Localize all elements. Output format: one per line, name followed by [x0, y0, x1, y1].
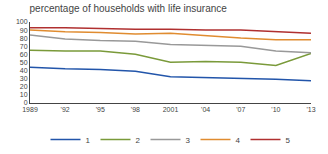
svg-text:100: 100 [16, 18, 28, 25]
svg-text:3: 3 [186, 136, 191, 145]
svg-text:30: 30 [20, 75, 28, 82]
svg-text:2: 2 [136, 136, 141, 145]
svg-text:1989: 1989 [22, 106, 38, 113]
svg-text:'07: '07 [236, 106, 245, 113]
svg-text:1: 1 [86, 136, 91, 145]
svg-text:50: 50 [20, 59, 28, 66]
svg-text:20: 20 [20, 83, 28, 90]
svg-text:4: 4 [236, 136, 241, 145]
svg-text:percentage of households with: percentage of households with life insur… [30, 3, 228, 14]
svg-text:'10: '10 [271, 106, 280, 113]
svg-text:'95: '95 [96, 106, 105, 113]
svg-text:2001: 2001 [163, 106, 179, 113]
svg-text:60: 60 [20, 51, 28, 58]
svg-text:'92: '92 [61, 106, 70, 113]
svg-text:90: 90 [20, 27, 28, 34]
svg-text:5: 5 [286, 136, 291, 145]
svg-text:'13: '13 [306, 106, 315, 113]
svg-text:40: 40 [20, 67, 28, 74]
svg-text:10: 10 [20, 91, 28, 98]
svg-text:0: 0 [24, 99, 28, 106]
svg-text:'04: '04 [201, 106, 210, 113]
svg-text:'98: '98 [131, 106, 140, 113]
svg-text:80: 80 [20, 35, 28, 42]
svg-text:70: 70 [20, 43, 28, 50]
